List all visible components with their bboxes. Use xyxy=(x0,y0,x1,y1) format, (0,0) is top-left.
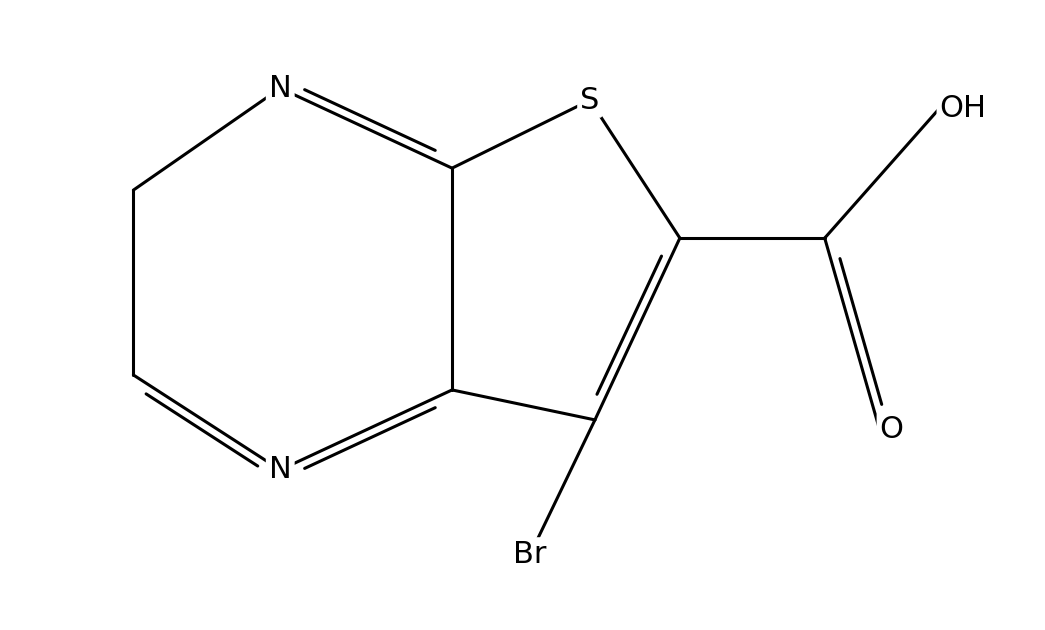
Text: S: S xyxy=(580,86,600,115)
Text: N: N xyxy=(269,455,292,484)
Text: Br: Br xyxy=(513,541,547,570)
Text: OH: OH xyxy=(939,94,986,123)
Text: O: O xyxy=(880,415,904,444)
Text: N: N xyxy=(269,74,292,103)
